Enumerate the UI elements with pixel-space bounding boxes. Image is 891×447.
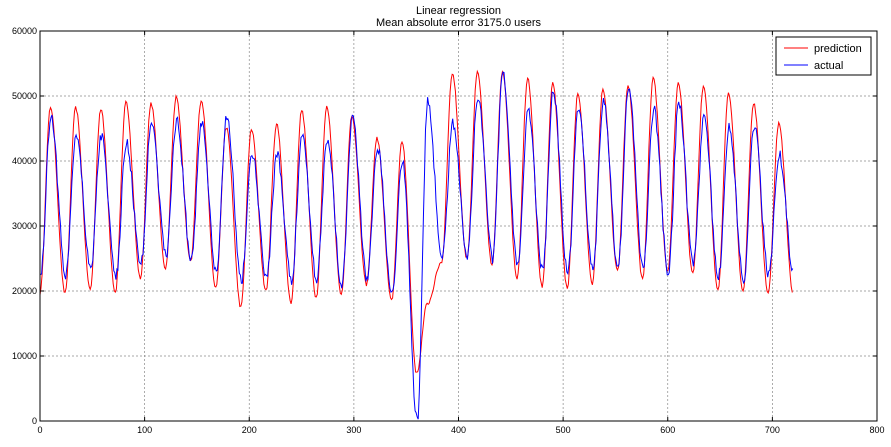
x-tick-label: 200 xyxy=(242,425,257,435)
x-tick-label: 0 xyxy=(37,425,42,435)
x-tick-label: 500 xyxy=(556,425,571,435)
y-tick-label: 0 xyxy=(32,416,37,426)
legend-label-actual: actual xyxy=(814,60,843,72)
x-tick-label: 300 xyxy=(346,425,361,435)
y-tick-label: 50000 xyxy=(12,91,37,101)
plot-series xyxy=(39,69,794,420)
series-line-prediction xyxy=(39,69,793,373)
y-tick-label: 60000 xyxy=(12,26,37,36)
series-line-actual xyxy=(40,71,794,420)
legend-label-prediction: prediction xyxy=(814,43,862,55)
y-tick-label: 10000 xyxy=(12,351,37,361)
legend: prediction actual xyxy=(775,36,872,76)
x-tick-label: 100 xyxy=(137,425,152,435)
chart-subtitle: Mean absolute error 3175.0 users xyxy=(376,17,542,29)
x-tick-label: 800 xyxy=(869,425,884,435)
x-tick-label: 400 xyxy=(451,425,466,435)
y-tick-label: 20000 xyxy=(12,286,37,296)
x-tick-label: 600 xyxy=(660,425,675,435)
axis-ticks: 0 100 200 300 400 500 600 700 800 0 10000 20000 3000… xyxy=(12,26,885,435)
grid xyxy=(40,31,877,421)
x-tick-label: 700 xyxy=(765,425,780,435)
y-tick-label: 30000 xyxy=(12,221,37,231)
chart-title: Linear regression xyxy=(416,5,501,17)
legend-box xyxy=(775,36,872,76)
y-tick-label: 40000 xyxy=(12,156,37,166)
